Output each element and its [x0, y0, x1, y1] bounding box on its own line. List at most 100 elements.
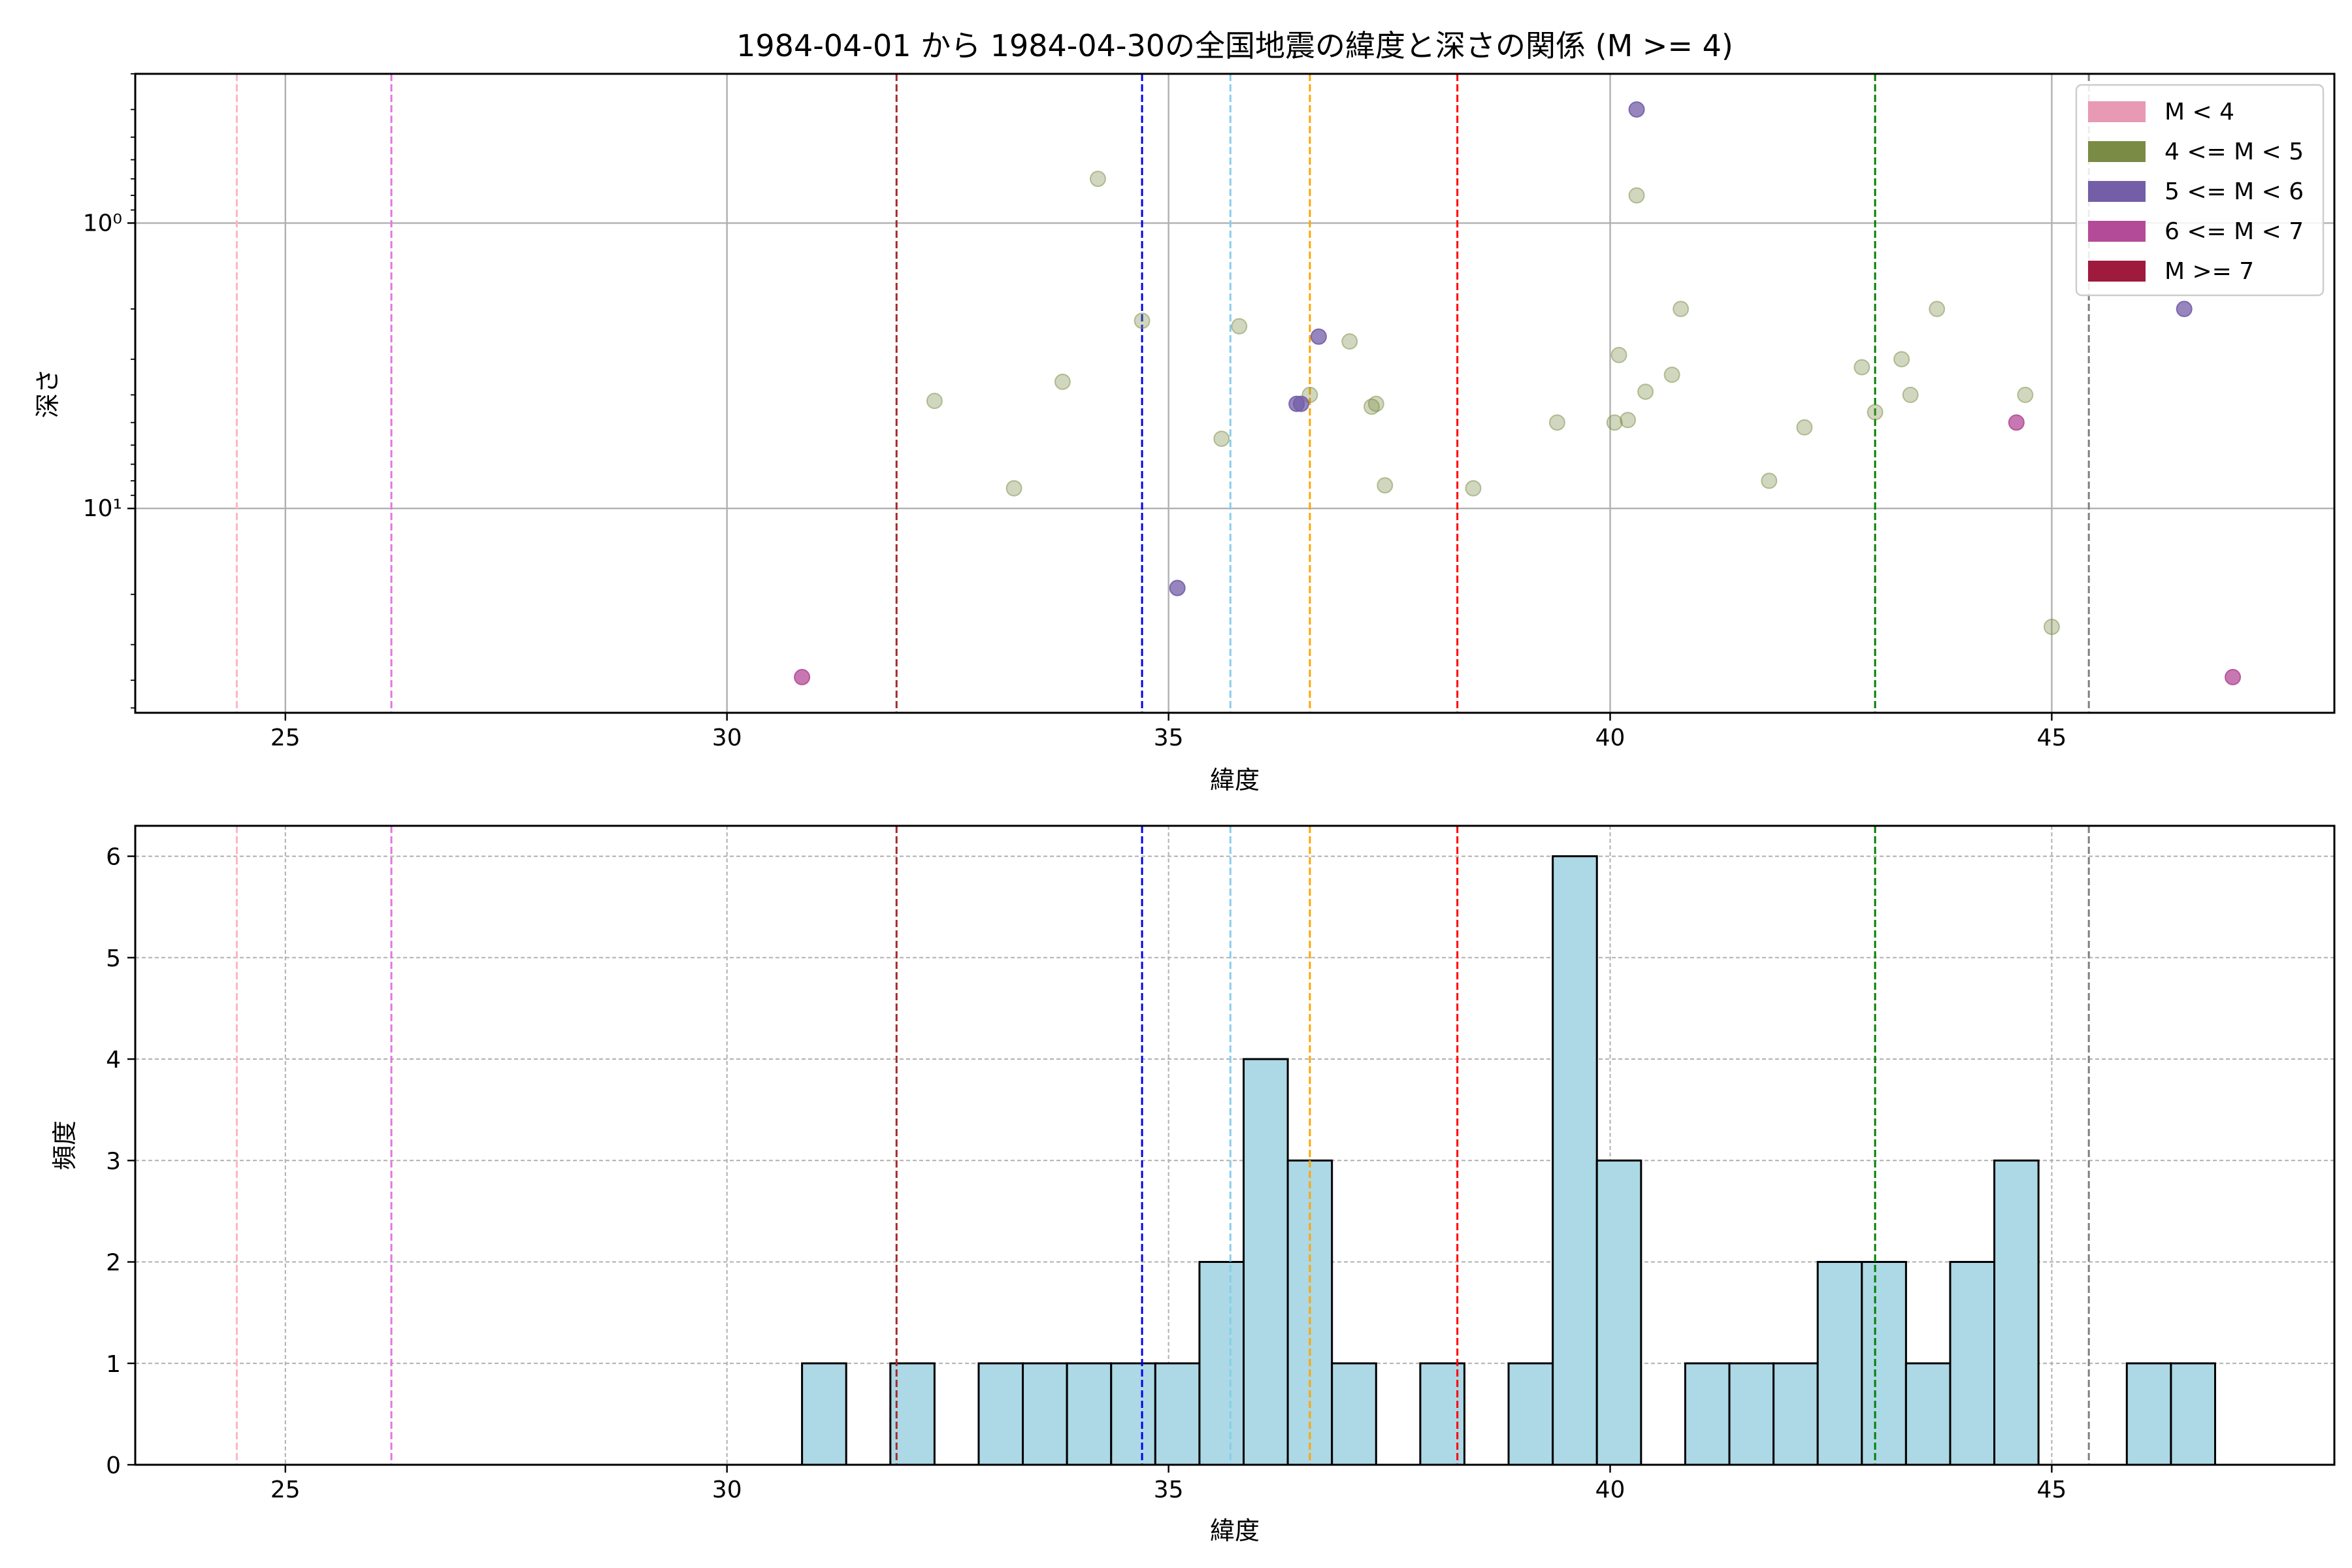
histogram-x-tick-label: 40 [1595, 1477, 1625, 1503]
scatter-frame [134, 73, 2336, 714]
scatter-y-axis-label: 深さ [33, 368, 62, 418]
scatter-point [1902, 386, 1919, 403]
histogram-bar [2125, 1362, 2172, 1466]
scatter-point [1893, 351, 1910, 368]
scatter-point [2043, 619, 2060, 636]
scatter-point [1341, 333, 1358, 350]
histogram-bar [1154, 1362, 1201, 1466]
legend-box [2075, 84, 2325, 297]
scatter-x-axis-label: 緯度 [1210, 766, 1260, 794]
histogram-x-tick-label: 45 [2037, 1477, 2067, 1503]
scatter-point [1796, 419, 1813, 436]
histogram-bar [1595, 1159, 1642, 1466]
legend-label: M < 4 [2164, 99, 2234, 125]
scatter-point [2017, 386, 2034, 403]
histogram-bar [1507, 1362, 1554, 1466]
histogram-x-axis-label: 緯度 [1210, 1516, 1260, 1545]
histogram-bar [1066, 1362, 1113, 1466]
legend: M < 4 4 <= M < 5 5 <= M < 6 6 <= M < 7 M >= … [2075, 84, 2325, 297]
scatter-vlines [235, 74, 2090, 713]
scatter-point [1628, 187, 1645, 204]
scatter-point [1310, 328, 1327, 345]
scatter-points [794, 101, 2242, 685]
scatter-point [1673, 301, 1690, 318]
scatter-x-tick-label: 35 [1154, 725, 1184, 751]
legend-label: M >= 7 [2164, 258, 2254, 285]
histogram-y-tick-label: 1 [106, 1351, 121, 1378]
histogram-bar [1728, 1362, 1775, 1466]
scatter-point [1761, 472, 1778, 489]
histogram-bar [1949, 1261, 1996, 1466]
scatter-y-tick-label: 10¹ [83, 495, 122, 522]
legend-label: 4 <= M < 5 [2164, 139, 2304, 165]
legend-swatch [2088, 181, 2146, 202]
histogram-bar [1772, 1362, 1819, 1466]
histogram-bar [801, 1362, 847, 1466]
scatter-panel: 25 30 35 40 45 10⁰ 10¹ 緯度 深さ M < 4 4 <= M < 5 5 … [33, 73, 2336, 794]
scatter-point [2008, 414, 2025, 431]
legend-label: 5 <= M < 6 [2164, 178, 2304, 205]
histogram-bar [977, 1362, 1024, 1466]
histogram-bar [1816, 1261, 1863, 1466]
scatter-point [1054, 373, 1071, 390]
scatter-point [1213, 431, 1230, 448]
scatter-point [2176, 301, 2193, 318]
scatter-ticks: 25 30 35 40 45 10⁰ 10¹ [83, 73, 2067, 751]
histogram-bar [1684, 1362, 1731, 1466]
scatter-point [1292, 395, 1309, 412]
legend-label: 6 <= M < 7 [2164, 218, 2304, 245]
scatter-point [1606, 414, 1623, 431]
histogram-frame [134, 825, 2336, 1466]
scatter-point [1377, 477, 1394, 494]
histogram-y-tick-label: 0 [106, 1452, 121, 1479]
chart-title: 1984-04-01 から 1984-04-30の全国地震の緯度と深さの関係 (… [736, 28, 1733, 63]
histogram-bar [1243, 1058, 1289, 1466]
histogram-bar [1331, 1362, 1377, 1466]
histogram-bar [889, 1362, 936, 1466]
histogram-bar [1022, 1362, 1068, 1466]
histogram-x-tick-label: 35 [1154, 1477, 1184, 1503]
scatter-point [1637, 384, 1654, 400]
histogram-bar [1110, 1362, 1156, 1466]
scatter-point [1867, 404, 1884, 421]
legend-swatch [2088, 101, 2146, 122]
histogram-bars [801, 855, 2217, 1466]
histogram-vlines [235, 826, 2090, 1465]
scatter-point [1231, 318, 1248, 335]
scatter-point [1364, 398, 1380, 415]
scatter-point [1663, 367, 1680, 384]
scatter-x-tick-label: 30 [712, 725, 742, 751]
histogram-bar [1904, 1362, 1952, 1466]
histogram-y-tick-label: 6 [106, 844, 121, 871]
legend-swatch [2088, 141, 2146, 162]
scatter-point [1548, 414, 1565, 431]
scatter-point [1620, 412, 1637, 429]
scatter-point [794, 668, 811, 685]
scatter-y-tick-label: 10⁰ [83, 210, 122, 237]
legend-swatch [2088, 221, 2146, 242]
scatter-x-tick-label: 45 [2037, 725, 2067, 751]
histogram-y-tick-label: 4 [106, 1047, 121, 1073]
scatter-point [1610, 346, 1627, 363]
scatter-point [1089, 171, 1106, 188]
scatter-point [1929, 301, 1946, 318]
histogram-y-tick-label: 2 [106, 1250, 121, 1277]
histogram-bar [1993, 1159, 2040, 1466]
scatter-point [2225, 668, 2242, 685]
histogram-x-tick-label: 25 [270, 1477, 301, 1503]
scatter-grid [135, 74, 2334, 713]
scatter-point [926, 393, 943, 410]
scatter-point [1005, 480, 1022, 497]
legend-swatch [2088, 261, 2146, 282]
scatter-point [1134, 312, 1151, 329]
scatter-point [1367, 395, 1384, 412]
histogram-y-tick-label: 5 [106, 945, 121, 972]
histogram-y-tick-label: 3 [106, 1148, 121, 1175]
scatter-point [1465, 480, 1482, 497]
scatter-x-tick-label: 25 [270, 725, 301, 751]
scatter-point [1628, 101, 1645, 118]
histogram-bar [1552, 855, 1598, 1466]
histogram-bar [1861, 1261, 1907, 1466]
